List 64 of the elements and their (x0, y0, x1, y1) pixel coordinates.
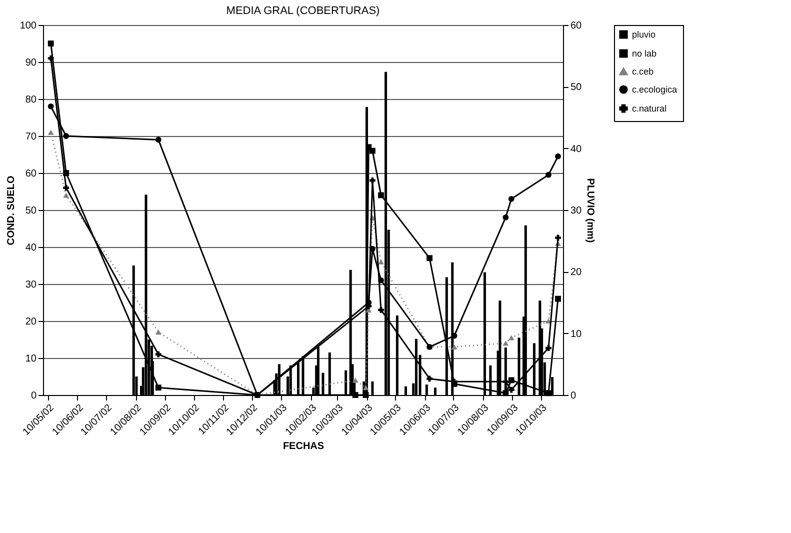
point (502, 340, 509, 346)
point (63, 133, 70, 139)
point (378, 192, 384, 198)
point (63, 184, 70, 191)
point (48, 55, 54, 62)
y2-tick-label: 30 (570, 206, 582, 216)
point (546, 390, 552, 396)
point (502, 214, 509, 220)
point (508, 377, 514, 384)
point (508, 196, 514, 202)
point (555, 153, 561, 160)
y2-axis-title: PLUVIO (mm) (584, 178, 596, 243)
point (370, 148, 376, 154)
y2-tick-label: 60 (570, 20, 582, 32)
point (426, 255, 433, 262)
point (155, 351, 162, 358)
y-tick-label: 40 (25, 242, 37, 254)
point (508, 386, 514, 393)
point (352, 392, 358, 398)
y2-tick-label: 50 (570, 82, 582, 94)
y-tick-label: 100 (20, 20, 37, 32)
point (48, 103, 54, 110)
chart-title: MEDIA GRAL (COBERTURAS) (226, 5, 380, 17)
point (508, 335, 514, 340)
point (155, 136, 162, 143)
point (555, 296, 561, 302)
point (155, 384, 162, 391)
legend-label: c.ecologica (632, 84, 678, 94)
point (362, 392, 369, 398)
x-axis-title: FECHAS (282, 441, 324, 452)
y-axis-title: COND. SUELO (6, 176, 17, 246)
y-tick-label: 20 (25, 316, 37, 328)
point (155, 330, 162, 335)
y-tick-label: 10 (25, 354, 37, 364)
point (63, 192, 70, 198)
point (502, 390, 509, 396)
point (352, 378, 358, 383)
y-tick-label: 60 (25, 168, 37, 180)
y-tick-label: 80 (25, 94, 37, 106)
legend-label: pluvio (632, 30, 656, 40)
point (378, 306, 384, 313)
legend-label: no lab (632, 48, 657, 58)
y-tick-label: 50 (25, 206, 37, 216)
point (362, 385, 369, 390)
legend-label: c.ceb (632, 66, 654, 76)
y2-tick-label: 0 (570, 390, 576, 402)
point (48, 130, 54, 135)
point (546, 172, 552, 178)
y2-tick-label: 40 (570, 144, 582, 155)
point (502, 378, 509, 385)
y2-tick-label: 10 (570, 328, 582, 340)
point (48, 40, 54, 46)
y2-tick-label: 20 (570, 267, 582, 278)
point (370, 177, 376, 184)
legend-label: c.natural (632, 104, 667, 114)
point (378, 259, 384, 264)
point (555, 234, 561, 241)
point (426, 376, 433, 382)
y-tick-label: 90 (25, 58, 37, 68)
y-tick-label: 0 (30, 390, 37, 402)
y-tick-label: 70 (25, 132, 37, 142)
point (451, 332, 458, 339)
point (451, 344, 458, 350)
y-tick-label: 30 (25, 280, 37, 290)
